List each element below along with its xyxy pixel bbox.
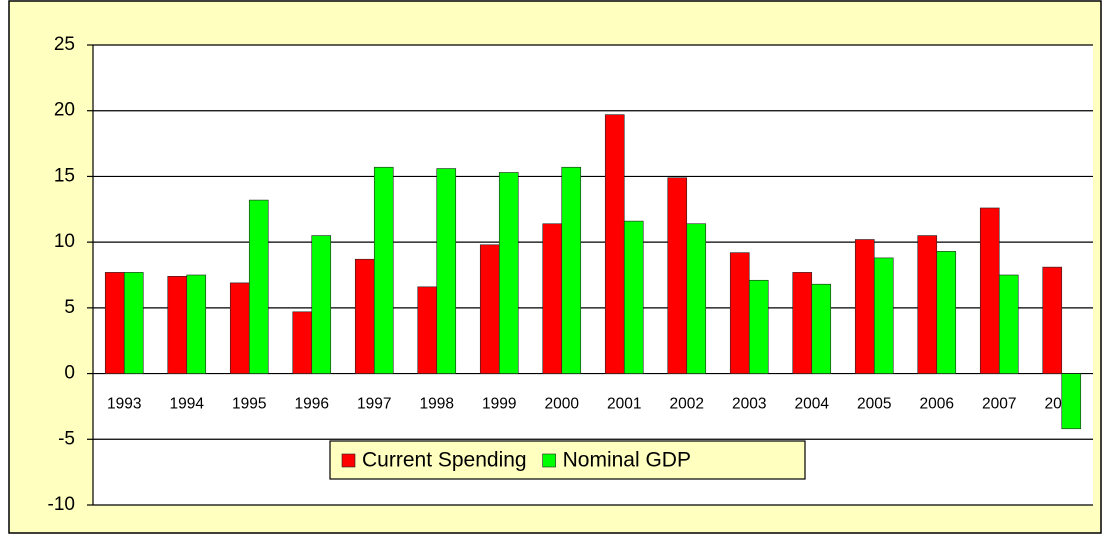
bar bbox=[354, 258, 375, 374]
bar bbox=[1061, 373, 1082, 430]
bar bbox=[123, 272, 144, 374]
bar bbox=[917, 235, 938, 374]
bar bbox=[167, 276, 188, 374]
x-tick-label: 1997 bbox=[357, 396, 391, 413]
y-tick-label: 15 bbox=[54, 165, 75, 186]
legend-label: Nominal GDP bbox=[563, 449, 691, 472]
x-tick-label: 1995 bbox=[232, 396, 266, 413]
bar bbox=[1042, 266, 1063, 374]
bar bbox=[417, 286, 438, 374]
bar bbox=[667, 177, 688, 374]
bar bbox=[936, 251, 957, 374]
bar bbox=[854, 239, 875, 374]
bar bbox=[104, 272, 125, 374]
x-tick-label: 2003 bbox=[732, 396, 766, 413]
bar bbox=[292, 311, 313, 374]
legend-box bbox=[329, 440, 806, 480]
x-tick-label: 2002 bbox=[670, 396, 704, 413]
bar bbox=[729, 252, 750, 374]
bar bbox=[792, 272, 813, 374]
bar bbox=[998, 274, 1019, 374]
y-tick-label: 5 bbox=[64, 297, 75, 318]
x-tick-label: 1994 bbox=[170, 396, 205, 413]
x-tick-label: 1999 bbox=[482, 396, 516, 413]
y-tick-label: -10 bbox=[48, 494, 75, 515]
bar bbox=[542, 223, 563, 374]
x-tick-label: 1996 bbox=[295, 396, 329, 413]
y-tick-label: 25 bbox=[54, 34, 75, 55]
bar bbox=[248, 199, 269, 374]
bar bbox=[479, 244, 500, 374]
bar bbox=[373, 166, 394, 374]
legend-swatch bbox=[542, 453, 556, 468]
bar bbox=[811, 283, 832, 374]
bar bbox=[623, 220, 644, 374]
bar bbox=[686, 223, 707, 374]
x-tick-label: 2006 bbox=[920, 396, 954, 413]
bar bbox=[229, 282, 250, 374]
bar bbox=[436, 168, 457, 374]
bar bbox=[604, 114, 625, 374]
bar bbox=[186, 274, 207, 374]
y-tick-label: 10 bbox=[54, 231, 75, 252]
x-tick-label: 2005 bbox=[857, 396, 891, 413]
bar bbox=[979, 207, 1000, 374]
bar bbox=[311, 235, 332, 374]
bar bbox=[748, 279, 769, 374]
bar bbox=[498, 172, 519, 374]
y-tick-label: -5 bbox=[58, 428, 75, 449]
bar bbox=[561, 166, 582, 374]
y-tick-label: 0 bbox=[64, 363, 75, 384]
x-tick-label: 2007 bbox=[982, 396, 1016, 413]
bar bbox=[873, 257, 894, 374]
x-tick-label: 2004 bbox=[795, 396, 830, 413]
y-tick-label: 20 bbox=[54, 100, 75, 121]
legend-swatch bbox=[341, 453, 356, 468]
x-tick-label: 2001 bbox=[607, 396, 641, 413]
x-tick-label: 1998 bbox=[420, 396, 454, 413]
x-tick-label: 1993 bbox=[107, 396, 141, 413]
legend-label: Current Spending bbox=[362, 449, 527, 472]
x-tick-label: 2000 bbox=[545, 396, 580, 413]
